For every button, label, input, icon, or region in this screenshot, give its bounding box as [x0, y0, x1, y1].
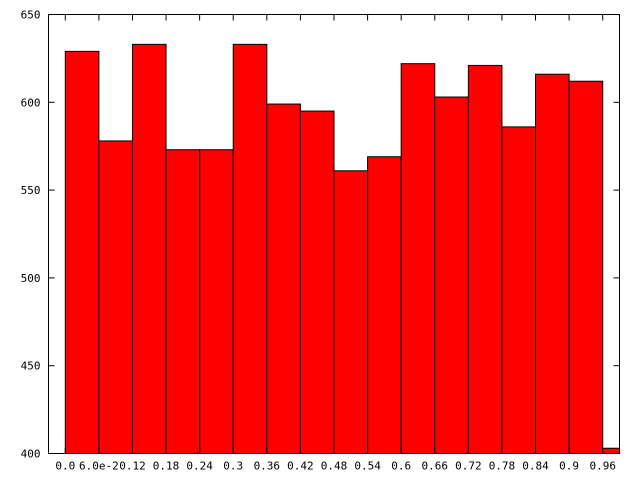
y-tick-label: 550 — [21, 184, 41, 197]
x-tick-label: 0.36 — [254, 460, 281, 473]
histogram-bar — [131, 43, 167, 455]
plot-frame — [48, 14, 620, 454]
x-tick-label: 0.84 — [522, 460, 549, 473]
x-tick-label: 0.54 — [354, 460, 381, 473]
x-tick-label: 0.6 — [391, 460, 411, 473]
x-tick-label: 0.3 — [223, 460, 243, 473]
histogram-bar — [64, 50, 100, 454]
histogram-bar — [333, 170, 369, 454]
x-tick-label: 0.48 — [321, 460, 348, 473]
x-tick-label: 0.0 — [55, 460, 75, 473]
histogram-bar — [199, 149, 234, 454]
histogram-bar — [434, 96, 469, 454]
histogram-bar — [165, 149, 201, 454]
x-tick-label: 6.0e-2 — [79, 460, 119, 473]
histogram-bar — [602, 447, 620, 454]
x-tick-label: 0.66 — [422, 460, 449, 473]
y-tick-label: 450 — [21, 360, 41, 373]
x-tick-label: 0.18 — [153, 460, 180, 473]
histogram-bar — [232, 43, 268, 455]
x-tick-label: 0.72 — [455, 460, 482, 473]
x-tick-label: 0.9 — [559, 460, 579, 473]
histogram-bar — [299, 110, 335, 455]
x-tick-label: 0.24 — [186, 460, 213, 473]
x-tick-label: 0.12 — [119, 460, 146, 473]
y-tick-label: 650 — [21, 9, 41, 22]
y-tick-labels: 400 450 500 550 600 650 — [21, 9, 41, 461]
histogram-bar — [400, 63, 436, 454]
histogram-bar — [568, 80, 604, 454]
y-tick-label: 500 — [21, 272, 41, 285]
x-tick-label: 0.42 — [287, 460, 314, 473]
histogram-bar — [266, 103, 301, 454]
x-tick-label: 0.96 — [589, 460, 616, 473]
histogram-bar — [501, 126, 537, 454]
histogram-bar — [98, 140, 133, 454]
histogram-bar — [467, 64, 503, 454]
x-tick-labels: 0.0 6.0e-2 0.12 0.18 0.24 0.3 0.36 0.42 0.48 0.54… — [55, 460, 616, 473]
bars-group — [64, 43, 620, 455]
y-tick-label: 600 — [21, 96, 41, 109]
y-tick-label: 400 — [21, 448, 41, 461]
histogram-bar — [367, 156, 402, 454]
histogram-bar — [535, 73, 570, 454]
x-tick-label: 0.78 — [489, 460, 516, 473]
